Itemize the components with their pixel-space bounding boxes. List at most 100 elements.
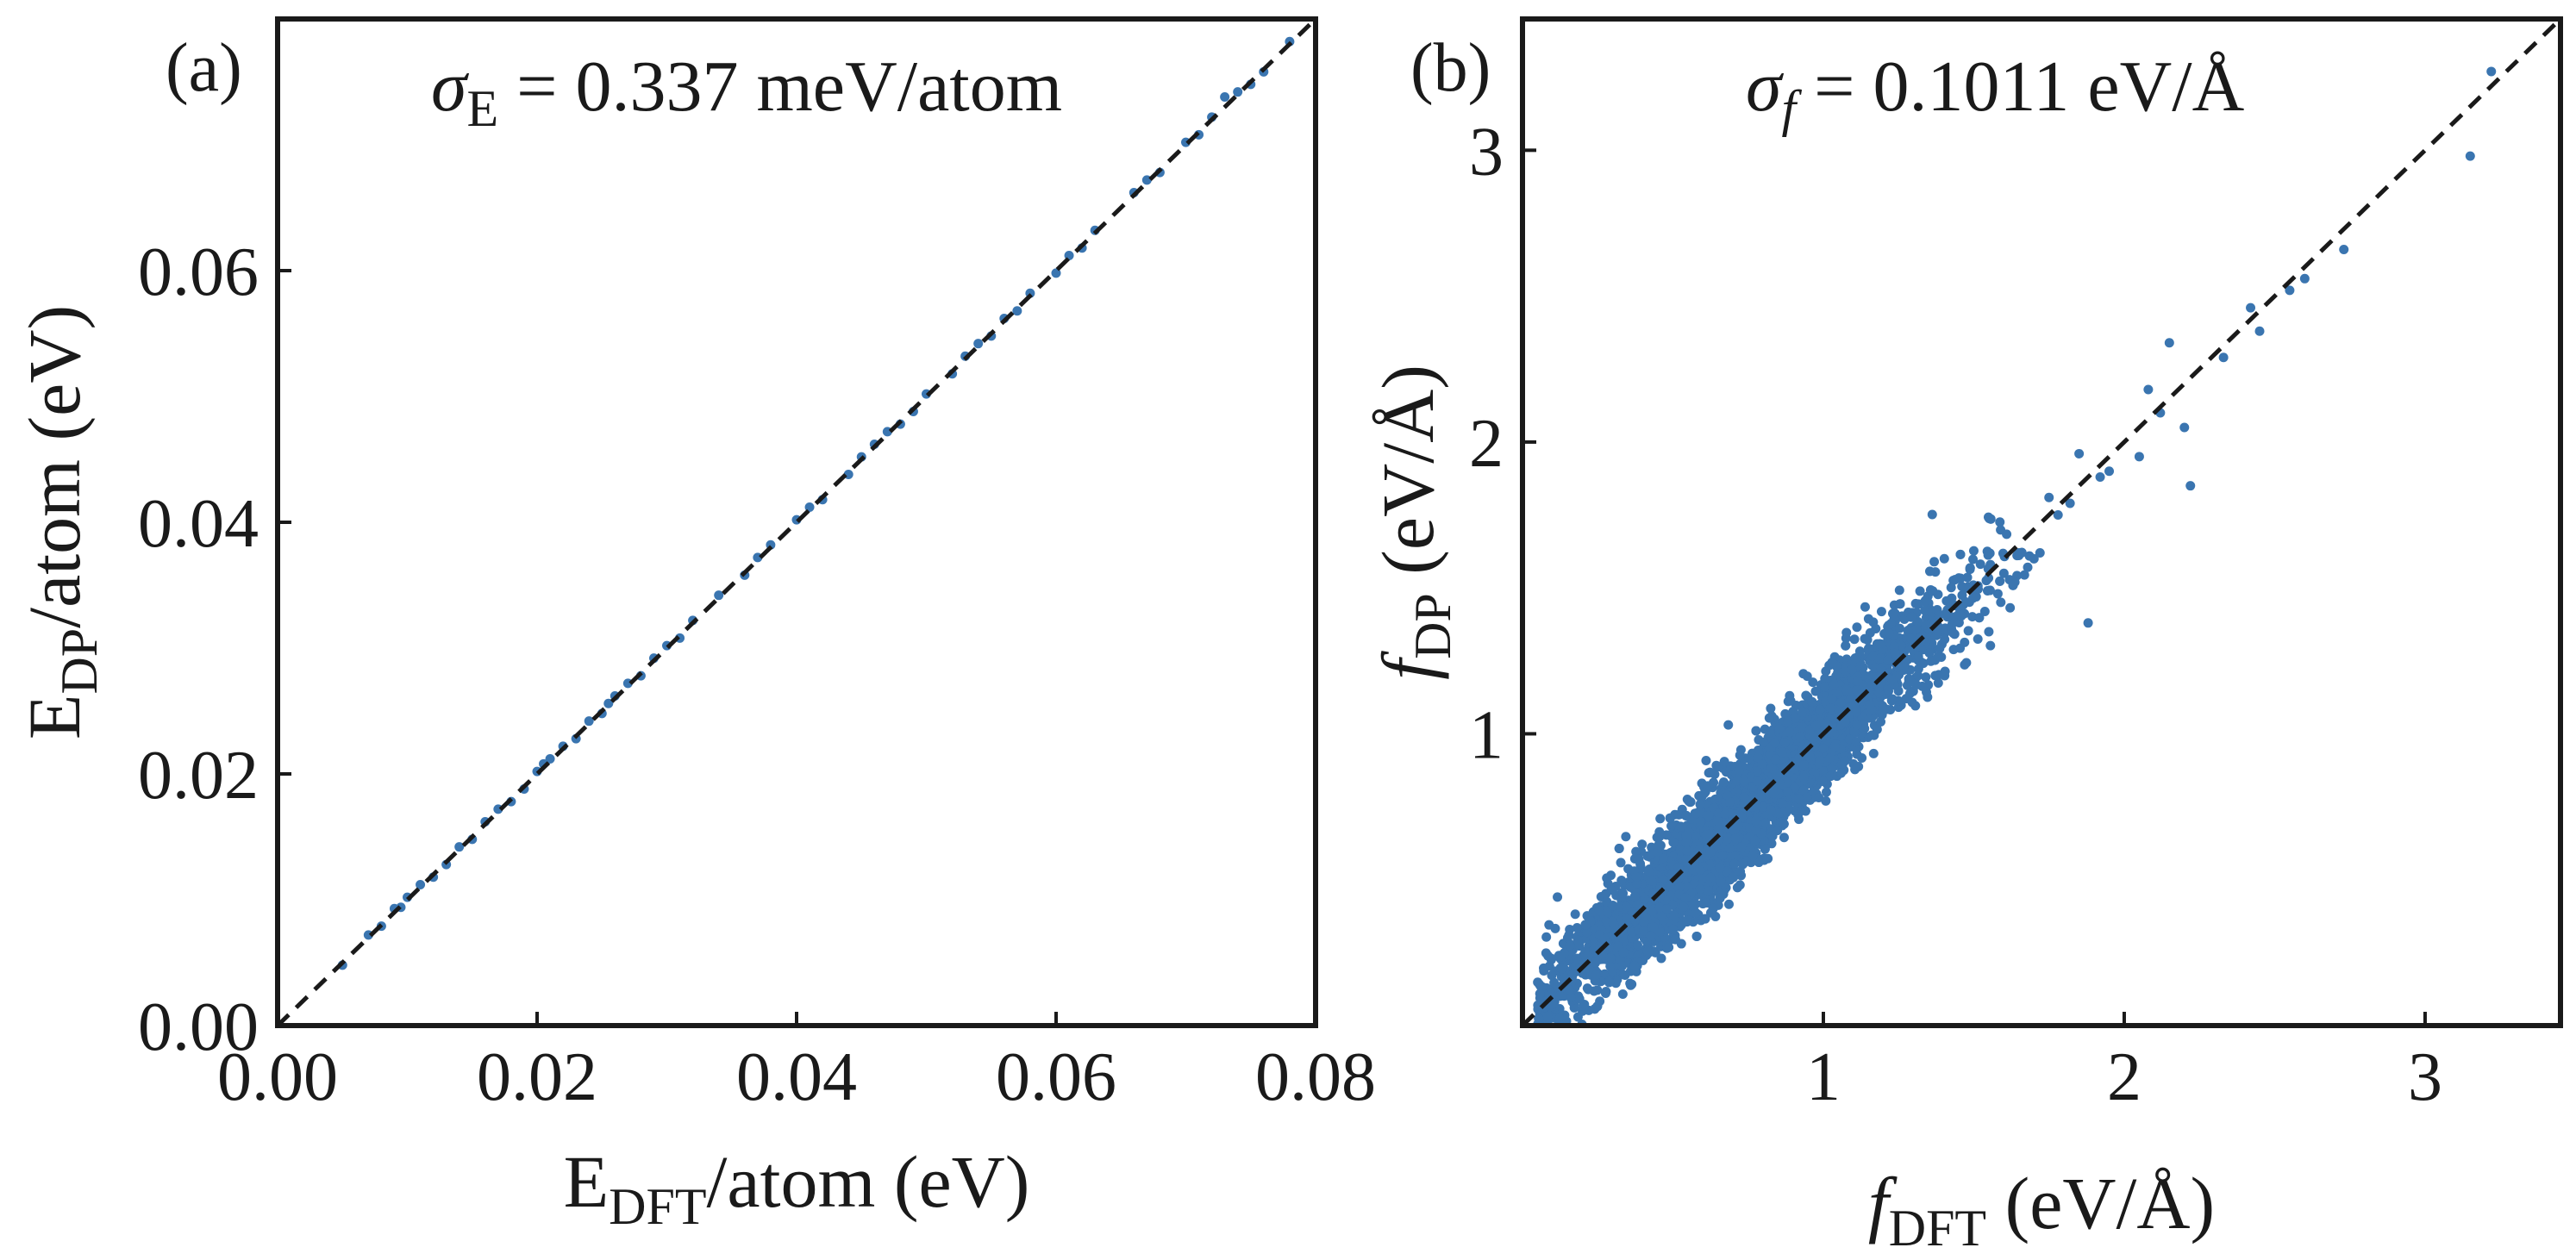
data-point <box>1580 920 1591 930</box>
data-point <box>1760 844 1770 854</box>
data-point <box>1552 1037 1561 1046</box>
data-point <box>1698 874 1708 884</box>
data-point <box>1807 696 1817 707</box>
data-point <box>1995 517 2005 527</box>
data-point-outlier <box>2134 452 2144 462</box>
data-point <box>2008 580 2018 590</box>
data-point <box>1720 808 1730 819</box>
data-point <box>1955 549 1966 559</box>
data-point <box>1974 613 1985 623</box>
data-point <box>1616 961 1627 971</box>
data-point <box>1913 652 1923 662</box>
data-point <box>1656 953 1666 964</box>
data-point <box>1860 602 1870 612</box>
data-point <box>1771 769 1781 779</box>
data-point <box>1701 756 1711 766</box>
data-point <box>1750 835 1760 845</box>
data-point <box>1867 644 1878 654</box>
data-point <box>1950 574 1960 584</box>
data-point <box>1814 793 1824 803</box>
data-point <box>1654 839 1664 850</box>
data-point <box>1599 934 1610 945</box>
data-point <box>1748 851 1758 861</box>
data-point <box>1915 586 1925 596</box>
panel-a-ticks: 0.00 0.02 0.04 0.06 0.080.000.020.040.06 <box>138 234 1376 1115</box>
data-point <box>1777 747 1787 758</box>
data-point <box>1547 970 1557 981</box>
data-point <box>1798 785 1809 795</box>
data-point <box>1654 826 1665 837</box>
data-point <box>1808 677 1818 688</box>
data-point <box>1798 760 1809 770</box>
panel-a-label: (a) <box>166 30 242 106</box>
data-point <box>1670 934 1680 945</box>
data-point <box>1604 977 1615 988</box>
data-point <box>1995 576 2005 586</box>
data-point <box>1607 916 1617 926</box>
data-point <box>1939 553 1949 564</box>
data-point <box>1785 690 1795 701</box>
data-point <box>1830 713 1841 723</box>
data-point <box>1810 741 1821 752</box>
data-point <box>1778 798 1788 808</box>
data-point <box>1967 612 1978 622</box>
data-point <box>1667 924 1678 934</box>
data-point <box>973 339 984 349</box>
data-point <box>1621 901 1631 912</box>
data-point <box>1570 962 1580 972</box>
data-point <box>2005 602 2016 613</box>
data-point <box>1736 812 1747 822</box>
data-point <box>1879 704 1889 714</box>
data-point <box>1637 839 1648 850</box>
data-point <box>1907 697 1917 708</box>
data-point <box>1802 671 1812 682</box>
data-point <box>1565 940 1575 951</box>
data-point <box>1913 671 1923 681</box>
data-point-outlier <box>2053 510 2063 521</box>
data-point <box>1736 842 1747 852</box>
data-point <box>1955 643 1966 653</box>
data-point <box>1597 951 1608 961</box>
data-point <box>1668 910 1679 920</box>
data-point <box>1809 733 1819 743</box>
data-point <box>1738 859 1748 870</box>
data-point <box>1629 961 1640 971</box>
data-point-outlier <box>2095 472 2105 483</box>
data-point <box>1927 638 1937 648</box>
data-point <box>2002 529 2012 540</box>
panel-b-xtick-label: 1 <box>1806 1039 1841 1115</box>
data-point <box>1770 754 1780 764</box>
data-point <box>1643 866 1654 876</box>
data-point <box>1744 753 1754 764</box>
data-point-outlier <box>2179 422 2190 433</box>
data-point <box>1858 663 1868 673</box>
data-point <box>1592 1001 1603 1012</box>
data-point <box>1632 940 1642 951</box>
data-point <box>1921 620 1931 630</box>
data-point <box>1632 900 1642 910</box>
panel-b-xtick-label: 2 <box>2107 1039 2141 1115</box>
data-point <box>1673 809 1684 820</box>
data-point <box>1884 621 1894 631</box>
data-point <box>1827 658 1837 668</box>
data-point <box>1653 847 1663 858</box>
data-point <box>1759 737 1769 747</box>
data-point <box>1682 845 1692 856</box>
data-point <box>1779 738 1790 748</box>
data-point <box>1760 818 1771 828</box>
data-point <box>1765 727 1775 738</box>
data-point <box>1798 722 1808 733</box>
data-point <box>1647 842 1657 852</box>
data-point <box>1781 778 1791 789</box>
data-point <box>1695 864 1705 875</box>
data-point <box>1648 922 1659 933</box>
data-point <box>1715 893 1725 903</box>
panel-b-xtick-label: 3 <box>2408 1039 2442 1115</box>
data-point <box>1933 677 1943 688</box>
panel-b-ylabel: fDP (eV/Å) <box>1366 365 1461 680</box>
data-point <box>1679 901 1689 912</box>
data-point <box>1685 797 1695 808</box>
data-point <box>1631 846 1641 857</box>
